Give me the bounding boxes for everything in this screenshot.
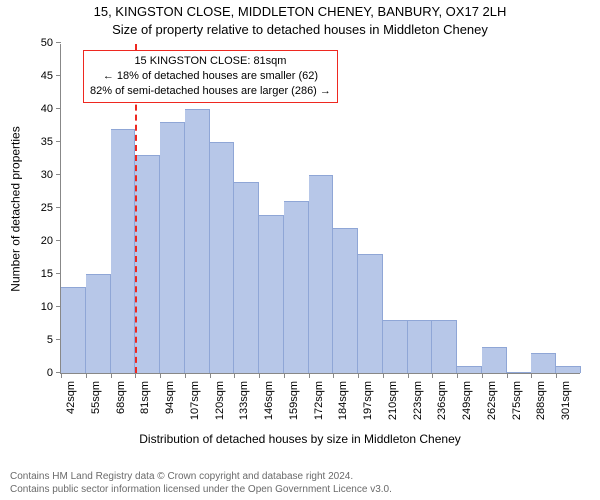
x-tick-label: 120sqm bbox=[214, 381, 226, 420]
y-tick-mark bbox=[56, 207, 61, 208]
x-tick-label: 210sqm bbox=[387, 381, 399, 420]
x-tick-label: 184sqm bbox=[337, 381, 349, 420]
y-axis-label: Number of detached properties bbox=[8, 44, 24, 374]
bar bbox=[333, 228, 358, 373]
y-tick-mark bbox=[56, 108, 61, 109]
x-tick-mark bbox=[185, 373, 186, 378]
x-tick-label: 197sqm bbox=[362, 381, 374, 420]
bar bbox=[61, 287, 86, 373]
x-tick-label: 42sqm bbox=[65, 381, 77, 414]
bar bbox=[284, 201, 309, 373]
x-tick-mark bbox=[210, 373, 211, 378]
x-tick-label: 172sqm bbox=[313, 381, 325, 420]
x-tick-mark bbox=[556, 373, 557, 378]
x-tick-mark bbox=[284, 373, 285, 378]
page-title: 15, KINGSTON CLOSE, MIDDLETON CHENEY, BA… bbox=[0, 4, 600, 19]
bar bbox=[135, 155, 160, 373]
bar bbox=[457, 366, 482, 373]
bar bbox=[259, 215, 284, 373]
bar bbox=[531, 353, 556, 373]
attribution-line-1: Contains HM Land Registry data © Crown c… bbox=[10, 470, 392, 483]
bar bbox=[160, 122, 185, 373]
annotation-line-3: 82% of semi-detached houses are larger (… bbox=[90, 84, 331, 99]
attribution: Contains HM Land Registry data © Crown c… bbox=[10, 470, 392, 496]
x-tick-mark bbox=[135, 373, 136, 378]
bar bbox=[210, 142, 235, 373]
y-tick-mark bbox=[56, 306, 61, 307]
x-tick-mark bbox=[309, 373, 310, 378]
x-tick-label: 107sqm bbox=[189, 381, 201, 420]
x-tick-label: 159sqm bbox=[288, 381, 300, 420]
x-axis-label: Distribution of detached houses by size … bbox=[0, 432, 600, 446]
x-tick-label: 262sqm bbox=[486, 381, 498, 420]
y-tick-label: 40 bbox=[41, 103, 61, 115]
x-tick-mark bbox=[408, 373, 409, 378]
x-tick-label: 275sqm bbox=[511, 381, 523, 420]
x-tick-label: 68sqm bbox=[115, 381, 127, 414]
bar bbox=[111, 129, 136, 373]
x-tick-mark bbox=[160, 373, 161, 378]
x-tick-label: 223sqm bbox=[412, 381, 424, 420]
bar bbox=[408, 320, 433, 373]
x-tick-label: 81sqm bbox=[139, 381, 151, 414]
y-tick-mark bbox=[56, 273, 61, 274]
x-tick-mark bbox=[432, 373, 433, 378]
y-tick-label: 30 bbox=[41, 169, 61, 181]
bar bbox=[507, 372, 532, 373]
x-tick-mark bbox=[333, 373, 334, 378]
bar bbox=[383, 320, 408, 373]
bar bbox=[358, 254, 383, 373]
x-tick-mark bbox=[531, 373, 532, 378]
y-tick-mark bbox=[56, 42, 61, 43]
y-tick-label: 45 bbox=[41, 70, 61, 82]
x-tick-label: 288sqm bbox=[535, 381, 547, 420]
y-tick-label: 0 bbox=[47, 367, 61, 379]
chart-plot-area: 15 KINGSTON CLOSE: 81sqm ← 18% of detach… bbox=[60, 44, 580, 374]
y-tick-mark bbox=[56, 75, 61, 76]
bar bbox=[556, 366, 581, 373]
bar bbox=[432, 320, 457, 373]
page-subtitle: Size of property relative to detached ho… bbox=[0, 22, 600, 37]
x-tick-label: 133sqm bbox=[238, 381, 250, 420]
y-tick-label: 20 bbox=[41, 235, 61, 247]
x-tick-label: 249sqm bbox=[461, 381, 473, 420]
attribution-line-2: Contains public sector information licen… bbox=[10, 483, 392, 496]
annotation-box: 15 KINGSTON CLOSE: 81sqm ← 18% of detach… bbox=[83, 50, 338, 103]
y-tick-label: 50 bbox=[41, 37, 61, 49]
y-tick-label: 35 bbox=[41, 136, 61, 148]
x-tick-mark bbox=[507, 373, 508, 378]
x-tick-mark bbox=[86, 373, 87, 378]
bar bbox=[185, 109, 210, 373]
x-tick-mark bbox=[111, 373, 112, 378]
y-tick-mark bbox=[56, 174, 61, 175]
y-tick-label: 25 bbox=[41, 202, 61, 214]
x-tick-label: 146sqm bbox=[263, 381, 275, 420]
annotation-line-1: 15 KINGSTON CLOSE: 81sqm bbox=[90, 54, 331, 69]
x-tick-mark bbox=[358, 373, 359, 378]
x-tick-label: 55sqm bbox=[90, 381, 102, 414]
y-tick-label: 10 bbox=[41, 301, 61, 313]
x-tick-label: 236sqm bbox=[436, 381, 448, 420]
x-tick-mark bbox=[457, 373, 458, 378]
x-tick-label: 94sqm bbox=[164, 381, 176, 414]
y-tick-mark bbox=[56, 240, 61, 241]
annotation-line-2: ← 18% of detached houses are smaller (62… bbox=[90, 69, 331, 84]
x-tick-mark bbox=[61, 373, 62, 378]
bar bbox=[309, 175, 334, 373]
x-tick-mark bbox=[383, 373, 384, 378]
x-tick-mark bbox=[234, 373, 235, 378]
x-tick-mark bbox=[259, 373, 260, 378]
bar bbox=[234, 182, 259, 373]
x-tick-mark bbox=[482, 373, 483, 378]
x-tick-label: 301sqm bbox=[560, 381, 572, 420]
y-tick-mark bbox=[56, 339, 61, 340]
y-tick-label: 15 bbox=[41, 268, 61, 280]
bar bbox=[86, 274, 111, 373]
y-tick-mark bbox=[56, 141, 61, 142]
bar bbox=[482, 347, 507, 373]
y-tick-label: 5 bbox=[47, 334, 61, 346]
